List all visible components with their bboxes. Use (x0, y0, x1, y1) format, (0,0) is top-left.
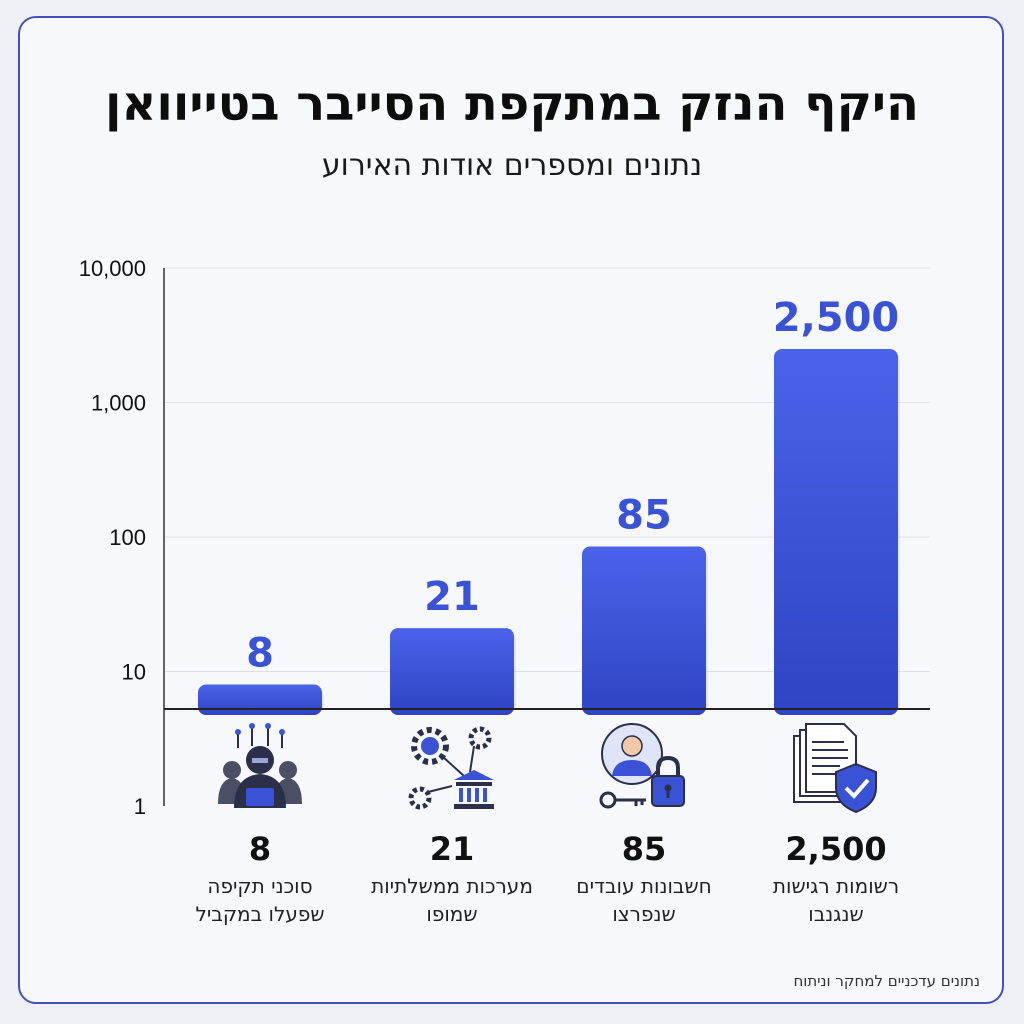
category-label-line1: חשבונות עובדים (576, 874, 712, 898)
data-label: 2,500 (773, 295, 900, 341)
y-tick-label: 10 (122, 660, 146, 685)
category-value: 21 (429, 830, 475, 868)
category-label: מערכות ממשלתיות שמופו (342, 872, 562, 928)
category-label-line2: שנגנבו (808, 902, 864, 926)
category-label-line1: מערכות ממשלתיות (371, 874, 533, 898)
hackers-icon (212, 720, 308, 816)
category-label-line2: שמופו (426, 902, 478, 926)
data-label: 8 (246, 631, 274, 677)
employee-lock-icon (596, 720, 692, 816)
page-subtitle: נתונים ומספרים אודות האירוע (321, 148, 703, 183)
category-label-line1: סוכני תקיפה (207, 874, 313, 898)
category-label: סוכני תקיפה שפעלו במקביל (150, 872, 370, 928)
y-tick-label: 100 (109, 525, 146, 550)
documents-shield-icon (788, 720, 884, 816)
category-label: רשומות רגישות שנגנבו (726, 872, 946, 928)
data-label: 21 (424, 574, 480, 620)
category-label-line2: שנפרצו (612, 902, 676, 926)
category-label-line1: רשומות רגישות (772, 874, 900, 898)
category-value: 85 (621, 830, 667, 868)
government-network-icon (404, 720, 500, 816)
category-label-line2: שפעלו במקביל (195, 902, 325, 926)
footer-note: נתונים עדכניים למחקר וניתוח (793, 972, 980, 990)
category-label: חשבונות עובדים שנפרצו (534, 872, 754, 928)
bar (774, 348, 898, 715)
page-title: היקף הנזק במתקפת הסייבר בטייוואן (104, 76, 920, 132)
category-value: 8 (248, 830, 272, 868)
bar (582, 546, 706, 715)
y-tick-label: 10,000 (79, 256, 146, 281)
y-tick-label: 1,000 (91, 391, 146, 416)
data-label: 85 (616, 492, 672, 538)
bar (198, 684, 322, 715)
category-value: 2,500 (785, 830, 887, 868)
y-tick-label: 1 (134, 794, 146, 819)
bar (390, 628, 514, 715)
